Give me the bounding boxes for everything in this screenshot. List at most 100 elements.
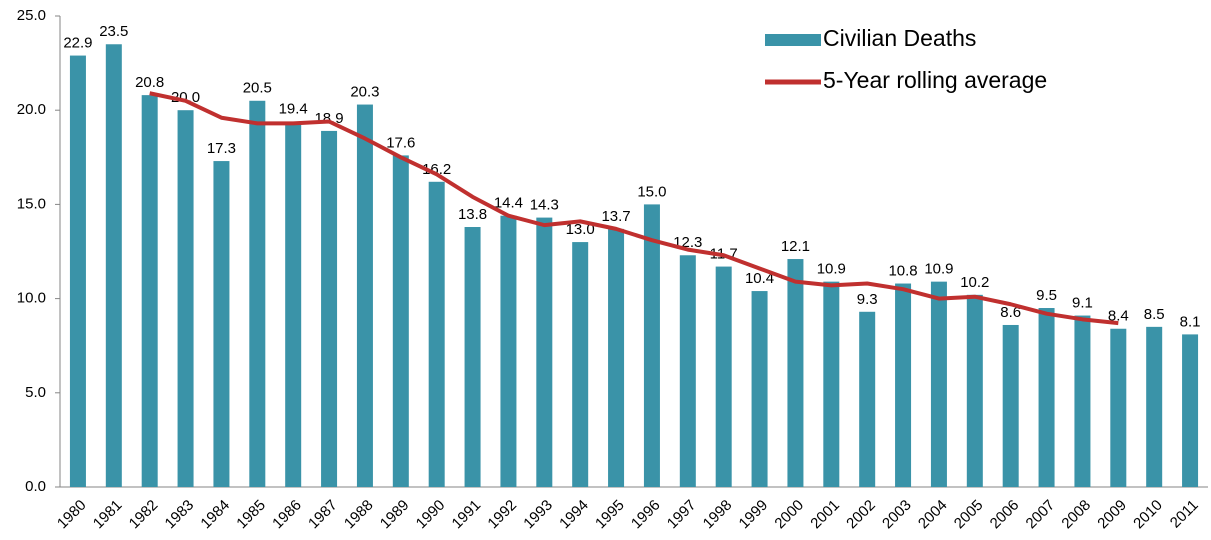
x-tick-label: 1983 xyxy=(162,497,198,533)
bar xyxy=(1182,334,1199,487)
bar xyxy=(859,311,876,487)
line xyxy=(149,91,1119,326)
data-label: 23.5 xyxy=(99,23,128,40)
data-label: 14.4 xyxy=(494,195,523,212)
bar xyxy=(1002,324,1019,487)
bar xyxy=(464,227,481,487)
x-tick-label: 1991 xyxy=(449,497,485,533)
data-label: 13.8 xyxy=(458,206,487,223)
data-label: 19.4 xyxy=(279,100,308,117)
y-tick-label: 25.0 xyxy=(17,7,46,24)
data-label: 8.6 xyxy=(1000,304,1021,321)
data-label: 10.9 xyxy=(817,261,846,278)
x-tick-label: 2005 xyxy=(951,497,987,533)
x-tick-label: 2006 xyxy=(987,497,1023,533)
bar xyxy=(1038,308,1055,487)
data-label: 9.5 xyxy=(1036,287,1057,304)
data-label: 13.0 xyxy=(566,221,595,238)
data-label: 13.7 xyxy=(601,208,630,225)
data-label: 17.3 xyxy=(207,140,236,157)
x-tick-label: 1990 xyxy=(413,497,449,533)
bar xyxy=(321,130,338,487)
bar xyxy=(213,161,230,487)
bar xyxy=(428,181,445,488)
data-label: 8.5 xyxy=(1144,306,1165,323)
data-label: 14.3 xyxy=(530,197,559,214)
data-label: 22.9 xyxy=(63,35,92,52)
x-tick-label: 2003 xyxy=(879,497,915,533)
x-tick-label: 1988 xyxy=(341,497,377,533)
data-label: 10.4 xyxy=(745,270,774,287)
data-label: 17.6 xyxy=(386,134,415,151)
bar xyxy=(930,281,947,487)
bar xyxy=(679,255,696,487)
bar xyxy=(141,95,158,488)
bar xyxy=(177,110,194,487)
bar xyxy=(1074,315,1091,487)
x-tick-label: 1982 xyxy=(126,497,162,533)
data-label: 15.0 xyxy=(637,183,666,200)
x-tick-label: 2011 xyxy=(1167,497,1202,532)
bar xyxy=(643,204,660,487)
x-tick-label: 1997 xyxy=(664,497,700,533)
data-label: 9.3 xyxy=(857,291,878,308)
data-label: 9.1 xyxy=(1072,295,1093,312)
bar xyxy=(572,242,589,487)
bar xyxy=(823,281,840,487)
x-tick-label: 2002 xyxy=(843,497,879,533)
x-tick-label: 1987 xyxy=(305,497,341,533)
x-tick-label: 1995 xyxy=(592,497,628,533)
y-tick-label: 10.0 xyxy=(17,290,46,307)
bar xyxy=(536,217,553,487)
x-tick-label: 1981 xyxy=(90,497,126,533)
x-tick-label: 1999 xyxy=(736,497,772,533)
x-tick-label: 1993 xyxy=(520,497,556,533)
bar xyxy=(895,283,912,487)
data-label: 20.5 xyxy=(243,80,272,97)
bar xyxy=(105,44,122,487)
data-label: 20.3 xyxy=(350,84,379,101)
x-tick-label: 1984 xyxy=(197,497,233,533)
y-tick-label: 20.0 xyxy=(17,101,46,118)
bar xyxy=(966,294,983,487)
x-tick-label: 1985 xyxy=(233,497,269,533)
data-label: 8.1 xyxy=(1180,313,1201,330)
data-label: 12.1 xyxy=(781,238,810,255)
bar xyxy=(500,215,517,488)
x-tick-label: 2007 xyxy=(1023,497,1059,533)
bar xyxy=(751,291,768,487)
bar xyxy=(715,266,732,487)
x-tick-label: 1980 xyxy=(54,497,90,533)
data-label: 10.9 xyxy=(924,261,953,278)
x-tick-label: 1992 xyxy=(484,497,520,533)
data-label: 8.4 xyxy=(1108,308,1129,325)
bar xyxy=(69,55,86,488)
bar xyxy=(356,104,373,487)
x-tick-label: 2000 xyxy=(771,497,807,533)
x-tick-label: 1998 xyxy=(700,497,736,533)
x-tick-label: 1989 xyxy=(377,497,413,533)
x-tick-label: 2010 xyxy=(1130,497,1166,533)
legend-swatch xyxy=(765,34,821,46)
x-tick-label: 1994 xyxy=(556,497,592,533)
bar xyxy=(1110,328,1127,487)
bar xyxy=(392,155,409,487)
x-tick-label: 1986 xyxy=(269,497,305,533)
data-label: 20.8 xyxy=(135,74,164,91)
x-tick-label: 2008 xyxy=(1058,497,1094,533)
x-tick-label: 2004 xyxy=(915,497,951,533)
y-tick-label: 5.0 xyxy=(25,384,46,401)
x-tick-label: 1996 xyxy=(628,497,664,533)
y-tick-label: 0.0 xyxy=(25,478,46,495)
x-tick-label: 2001 xyxy=(807,497,843,533)
bar xyxy=(787,259,804,487)
data-label: 10.8 xyxy=(888,262,917,279)
data-label: 16.2 xyxy=(422,161,451,178)
legend-label: 5-Year rolling average xyxy=(823,67,1047,93)
bar xyxy=(285,121,302,487)
data-label: 10.2 xyxy=(960,274,989,291)
bar xyxy=(249,100,266,487)
bar xyxy=(608,228,625,487)
bar xyxy=(1146,326,1163,487)
